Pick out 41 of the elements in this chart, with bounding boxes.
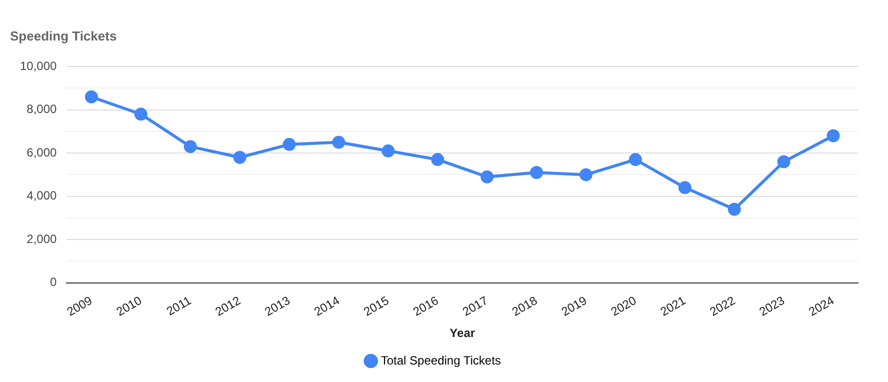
legend-label: Total Speeding Tickets — [380, 353, 501, 368]
y-tick-label: 10,000 — [20, 58, 58, 73]
x-tick-label: 2013 — [262, 293, 293, 319]
point — [382, 144, 395, 158]
x-tick-label: 2015 — [361, 293, 392, 319]
x-tick-label: 2012 — [212, 293, 244, 319]
x-tick-label: 2016 — [410, 293, 442, 319]
point — [530, 166, 544, 180]
x-tick-label: 2010 — [114, 293, 144, 319]
point — [826, 129, 840, 142]
point — [480, 170, 494, 184]
x-axis-title: Year — [450, 326, 476, 340]
x-tick-label: 2018 — [510, 293, 540, 319]
y-tick-label: 2,000 — [26, 232, 58, 246]
y-tick-label: 0 — [50, 275, 58, 290]
point — [777, 155, 790, 168]
point — [233, 150, 246, 164]
x-tick-label: 2011 — [164, 293, 194, 318]
point — [84, 90, 98, 104]
x-tick-label: 2022 — [707, 293, 738, 319]
y-tick-label: 8,000 — [26, 102, 58, 116]
y-tick-label: 4,000 — [26, 188, 58, 203]
x-tick-label: 2019 — [559, 293, 590, 319]
y-tick-label: 6,000 — [26, 145, 58, 160]
x-tick-label: 2017 — [460, 293, 491, 319]
point — [134, 108, 148, 121]
point — [628, 153, 642, 166]
point — [678, 181, 692, 194]
x-tick-label: 2024 — [806, 293, 837, 319]
x-tick-label: 2021 — [658, 293, 688, 319]
x-tick-label: 2023 — [756, 293, 788, 319]
point — [579, 168, 592, 182]
x-tick-label: 2009 — [64, 293, 95, 319]
point — [431, 153, 444, 166]
x-tick-label: 2014 — [312, 293, 342, 319]
point — [728, 202, 741, 216]
x-tick-label: 2020 — [608, 293, 639, 319]
point — [282, 138, 296, 151]
point — [332, 136, 346, 149]
chart-title: Speeding Tickets — [10, 28, 117, 44]
point — [184, 140, 197, 154]
